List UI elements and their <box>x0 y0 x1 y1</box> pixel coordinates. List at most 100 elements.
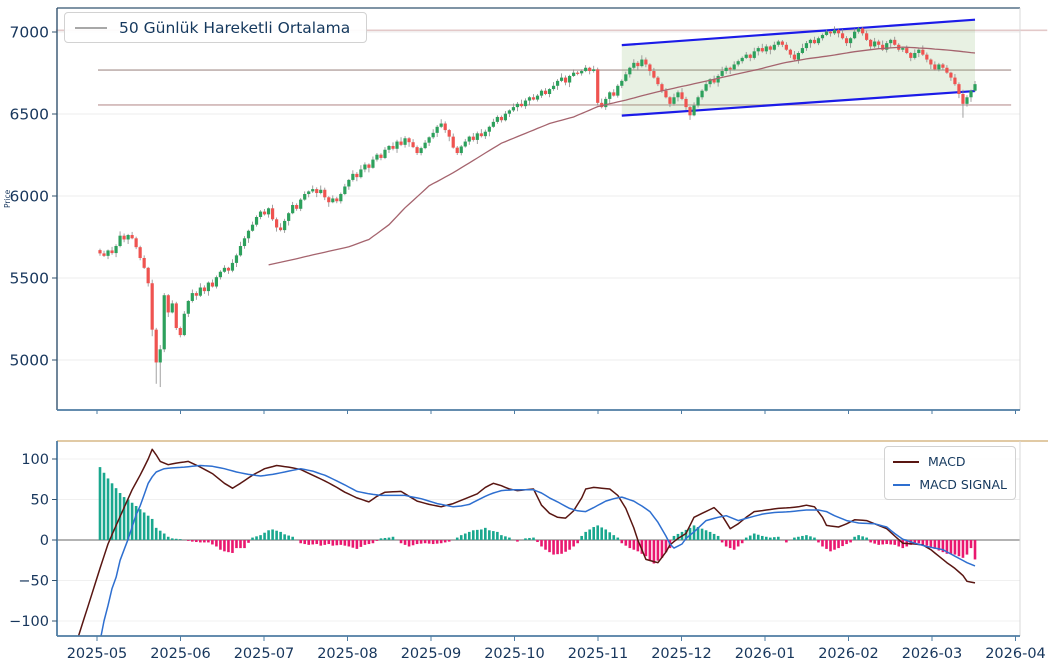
hist-bar-positive <box>865 537 868 540</box>
date-tick-label: 2026-04 <box>985 646 1046 662</box>
hist-bar-negative <box>837 540 840 549</box>
hist-bar-negative <box>427 540 431 544</box>
hist-bar-negative <box>973 540 977 560</box>
candle-up <box>732 64 736 70</box>
macd-line-path <box>77 448 976 636</box>
candle-down <box>680 92 684 99</box>
hist-bar-positive <box>861 536 864 540</box>
candle-down <box>447 130 451 137</box>
candle-up <box>287 213 291 221</box>
ma-legend-line-swatch <box>75 26 107 29</box>
candle-up <box>708 79 712 85</box>
hist-bar-negative <box>207 540 210 543</box>
hist-bar-positive <box>528 537 531 540</box>
candle-down <box>861 28 865 34</box>
hist-bar-positive <box>134 505 138 540</box>
hist-bar-positive <box>475 529 479 540</box>
macd-tick-label: −100 <box>9 614 49 630</box>
hist-bar-positive <box>255 536 258 540</box>
hist-bar-negative <box>431 540 435 545</box>
hist-bar-negative <box>817 540 820 543</box>
candle-up <box>118 235 122 247</box>
candle-up <box>347 179 351 187</box>
hist-bar-negative <box>399 540 403 544</box>
candle-down <box>451 136 455 148</box>
candle-up <box>704 84 708 91</box>
candle-down <box>443 123 447 131</box>
candle-up <box>395 141 399 149</box>
hist-bar-negative <box>664 540 668 553</box>
date-tick-label: 2025-09 <box>401 646 462 662</box>
candle-up <box>303 194 307 200</box>
hist-bar-positive <box>676 533 680 540</box>
candle-down <box>154 329 158 363</box>
candle-down <box>226 267 231 271</box>
candle-down <box>499 116 503 121</box>
candle-up <box>539 90 544 96</box>
hist-bar-positive <box>259 535 262 540</box>
candle-up <box>250 224 255 231</box>
macd-signal-line-swatch <box>893 483 911 486</box>
hist-bar-negative <box>620 540 624 544</box>
candle-up <box>283 220 287 231</box>
candle-up <box>170 303 174 313</box>
candle-down <box>844 38 849 44</box>
hist-bar-positive <box>142 512 146 540</box>
macd-panel-spines <box>56 440 1048 637</box>
hist-bar-positive <box>708 531 712 540</box>
hist-bar-positive <box>588 529 591 540</box>
hist-bar-positive <box>467 531 471 540</box>
candle-up <box>435 126 439 133</box>
candle-up <box>889 39 893 44</box>
hist-bar-positive <box>130 502 134 540</box>
candle-down <box>531 97 536 100</box>
candle-up <box>592 69 596 72</box>
candle-down <box>656 77 660 85</box>
candle-down <box>929 59 933 65</box>
candle-up <box>487 126 491 132</box>
hist-bar-negative <box>624 540 628 546</box>
hist-bar-negative <box>411 540 415 546</box>
candle-down <box>134 238 138 248</box>
hist-bar-negative <box>740 540 744 544</box>
hist-bar-negative <box>572 540 575 547</box>
hist-bar-negative <box>215 540 218 547</box>
hist-bar-negative <box>199 540 202 543</box>
macd-tick-label: 0 <box>40 533 49 549</box>
hist-bar-positive <box>801 535 804 540</box>
candle-up <box>126 235 130 240</box>
price-tick-label: 6000 <box>10 188 49 206</box>
hist-bar-negative <box>235 540 238 549</box>
price-axis-title-text: Price <box>3 189 12 208</box>
candle-down <box>564 77 568 83</box>
candle-down <box>664 90 668 98</box>
candle-down <box>315 189 319 194</box>
hist-bar-negative <box>969 540 973 549</box>
hist-bar-negative <box>720 540 724 543</box>
hist-bar-positive <box>696 527 700 540</box>
macd-panel: −100 −50 0 50 100 <box>9 440 1048 637</box>
hist-bar-positive <box>600 527 604 540</box>
hist-bar-positive <box>672 535 676 540</box>
hist-bar-negative <box>821 540 824 547</box>
candle-down <box>812 39 817 44</box>
candle-down <box>142 257 146 268</box>
candle-up <box>620 80 624 86</box>
hist-bar-negative <box>191 540 194 542</box>
candle-down <box>367 164 371 168</box>
candle-down <box>295 205 299 209</box>
candle-up <box>973 84 977 91</box>
hist-bar-negative <box>552 540 555 555</box>
candle-up <box>913 52 917 58</box>
candle-up <box>463 141 467 147</box>
hist-bar-positive <box>756 534 760 540</box>
ma50-line <box>268 46 976 266</box>
hist-bar-negative <box>913 540 917 545</box>
candle-up <box>198 287 202 296</box>
hist-bar-negative <box>881 540 884 545</box>
candle-up <box>965 97 969 104</box>
candle-up <box>720 71 724 76</box>
macd-tick-label: −50 <box>18 574 49 590</box>
candle-up <box>756 48 760 52</box>
